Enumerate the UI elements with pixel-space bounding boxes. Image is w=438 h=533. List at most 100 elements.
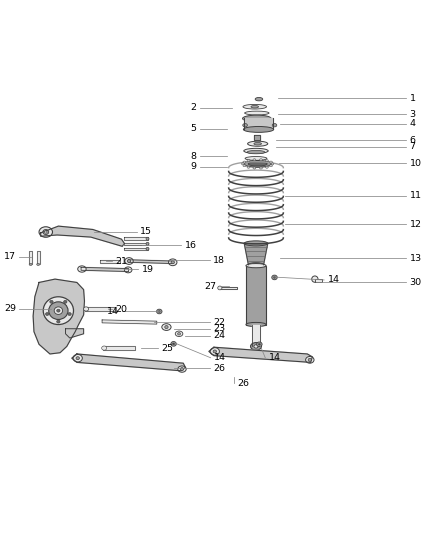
Text: 22: 22 (213, 318, 225, 327)
Ellipse shape (162, 324, 171, 330)
Text: 14: 14 (214, 353, 226, 362)
Polygon shape (66, 329, 84, 338)
Ellipse shape (54, 307, 63, 314)
Polygon shape (100, 260, 120, 263)
Ellipse shape (245, 111, 269, 115)
Ellipse shape (43, 297, 74, 325)
Bar (246, 265, 266, 325)
Text: 15: 15 (140, 227, 152, 236)
Ellipse shape (258, 343, 261, 345)
Text: 25: 25 (161, 344, 173, 353)
Ellipse shape (243, 161, 246, 163)
Ellipse shape (146, 247, 149, 251)
Ellipse shape (271, 163, 274, 165)
Ellipse shape (246, 263, 266, 268)
Text: 11: 11 (410, 191, 421, 200)
Ellipse shape (180, 368, 184, 370)
Ellipse shape (171, 261, 174, 264)
Ellipse shape (210, 348, 219, 355)
Polygon shape (244, 118, 273, 130)
Text: 4: 4 (410, 119, 416, 128)
Ellipse shape (255, 98, 263, 101)
Text: 3: 3 (410, 110, 416, 119)
Text: 13: 13 (410, 254, 422, 263)
Ellipse shape (247, 166, 250, 168)
Text: 14: 14 (107, 307, 119, 316)
Ellipse shape (247, 141, 268, 146)
Ellipse shape (265, 159, 268, 161)
Text: 16: 16 (184, 240, 197, 249)
Ellipse shape (245, 157, 267, 160)
Ellipse shape (269, 161, 272, 163)
Ellipse shape (124, 267, 132, 273)
Ellipse shape (248, 263, 264, 267)
Polygon shape (102, 320, 157, 324)
Polygon shape (209, 347, 312, 362)
Ellipse shape (49, 302, 68, 319)
Ellipse shape (68, 312, 71, 316)
Ellipse shape (102, 346, 107, 350)
Ellipse shape (306, 357, 314, 363)
Text: 2: 2 (191, 103, 197, 112)
Text: 24: 24 (213, 332, 225, 341)
Text: 14: 14 (328, 276, 339, 285)
Ellipse shape (265, 166, 268, 168)
Text: 30: 30 (410, 278, 422, 287)
Polygon shape (124, 247, 148, 250)
Polygon shape (41, 226, 124, 246)
Ellipse shape (127, 260, 131, 263)
Ellipse shape (125, 257, 133, 264)
Ellipse shape (273, 277, 276, 278)
Ellipse shape (244, 126, 274, 132)
Ellipse shape (146, 243, 149, 245)
Polygon shape (252, 325, 260, 346)
Text: 17: 17 (4, 252, 16, 261)
Text: 8: 8 (191, 152, 197, 161)
Text: 5: 5 (191, 124, 197, 133)
Ellipse shape (248, 162, 267, 166)
Ellipse shape (84, 307, 88, 311)
Polygon shape (103, 346, 135, 350)
Ellipse shape (251, 106, 258, 108)
Bar (315, 279, 322, 281)
Ellipse shape (244, 160, 272, 167)
Polygon shape (254, 135, 260, 140)
Ellipse shape (254, 142, 261, 145)
Ellipse shape (308, 358, 311, 361)
Ellipse shape (244, 241, 268, 246)
Text: 19: 19 (141, 264, 154, 273)
Ellipse shape (257, 342, 262, 346)
Polygon shape (85, 308, 115, 311)
Text: 20: 20 (115, 305, 127, 314)
Polygon shape (244, 244, 268, 265)
Polygon shape (124, 243, 148, 245)
Polygon shape (129, 260, 173, 263)
Ellipse shape (73, 354, 82, 362)
Text: 12: 12 (410, 220, 421, 229)
Text: 26: 26 (213, 364, 225, 373)
Ellipse shape (312, 276, 318, 282)
Ellipse shape (76, 357, 79, 360)
Ellipse shape (175, 331, 183, 336)
Text: 7: 7 (410, 142, 416, 151)
Ellipse shape (253, 159, 256, 161)
Ellipse shape (244, 148, 268, 154)
Ellipse shape (259, 167, 262, 169)
Polygon shape (33, 279, 85, 354)
Ellipse shape (146, 237, 149, 240)
Ellipse shape (272, 124, 277, 127)
Ellipse shape (246, 322, 266, 327)
Ellipse shape (218, 286, 222, 290)
Ellipse shape (37, 263, 40, 265)
Ellipse shape (169, 259, 177, 265)
Ellipse shape (213, 350, 216, 353)
Ellipse shape (46, 312, 49, 316)
Ellipse shape (50, 300, 53, 303)
Text: 21: 21 (115, 257, 127, 266)
Polygon shape (220, 287, 237, 289)
Text: 14: 14 (268, 353, 281, 362)
Ellipse shape (57, 309, 60, 312)
Ellipse shape (43, 230, 49, 235)
Text: 29: 29 (4, 304, 16, 313)
Ellipse shape (253, 167, 256, 169)
